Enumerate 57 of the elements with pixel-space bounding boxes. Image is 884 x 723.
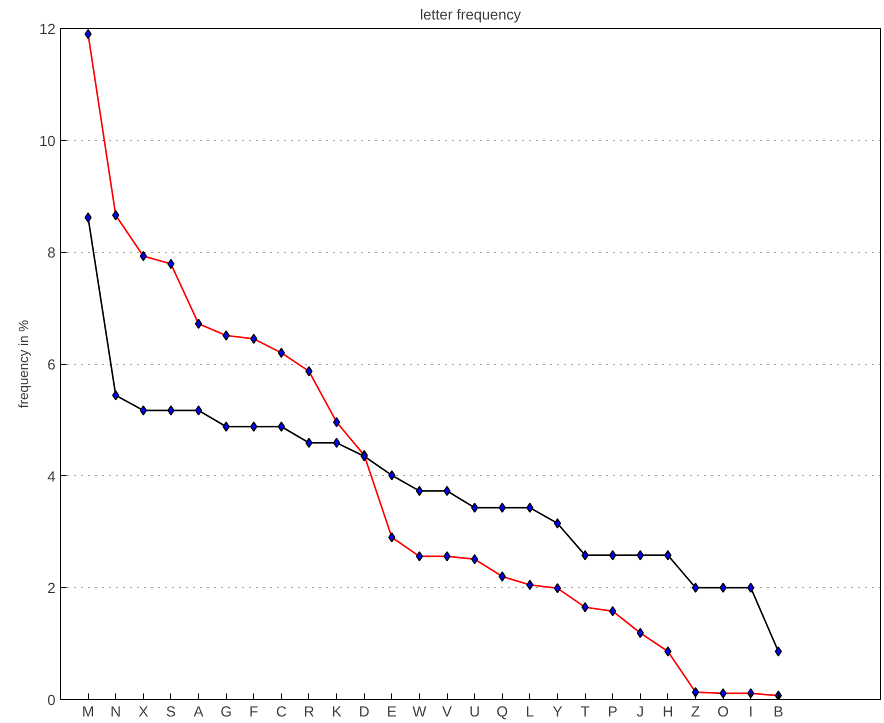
point — [167, 405, 175, 416]
point — [416, 486, 424, 496]
x-tick-label: A — [194, 704, 204, 720]
point — [581, 550, 589, 560]
point — [250, 422, 258, 432]
x-tick-label: P — [608, 704, 618, 720]
point — [526, 502, 534, 513]
y-tick-label: 12 — [39, 22, 56, 38]
x-tick-label: L — [526, 704, 534, 720]
point — [471, 502, 478, 513]
point — [332, 438, 340, 448]
x-tick-label: U — [469, 704, 480, 720]
y-tick-label: 10 — [39, 134, 56, 150]
point — [194, 405, 202, 416]
point — [636, 550, 644, 560]
y-tick-label: 0 — [47, 693, 56, 709]
point — [554, 518, 562, 528]
x-tick-label: H — [662, 704, 674, 720]
y-axis-title: frequency in % — [16, 320, 32, 408]
x-tick-label: T — [580, 704, 590, 720]
x-tick-label: N — [110, 704, 122, 720]
x-tick-label: B — [773, 704, 784, 720]
point — [609, 550, 616, 560]
x-tick-label: Z — [691, 704, 700, 720]
y-tick-label: 6 — [47, 358, 56, 374]
point — [278, 422, 285, 432]
x-tick-label: S — [166, 704, 176, 720]
x-tick-label: J — [636, 704, 644, 720]
point — [305, 438, 313, 448]
x-tick-label: V — [442, 704, 452, 720]
point — [664, 550, 672, 560]
x-tick-label: D — [358, 704, 370, 720]
point — [222, 422, 230, 432]
x-tick-label: K — [332, 704, 342, 720]
x-tick-label: Y — [552, 704, 563, 720]
point — [498, 502, 506, 513]
chart-title: letter frequency — [420, 8, 522, 24]
point — [443, 486, 451, 496]
x-tick-label: X — [138, 704, 148, 720]
y-tick-label: 2 — [47, 581, 56, 598]
x-tick-label: W — [412, 704, 427, 720]
x-tick-label: Q — [496, 704, 508, 720]
x-tick-label: R — [304, 704, 314, 720]
point — [388, 470, 396, 480]
y-tick-label: 8 — [47, 246, 56, 262]
point — [747, 582, 754, 593]
point — [692, 582, 700, 593]
point — [112, 390, 120, 400]
x-tick-label: F — [249, 704, 258, 720]
x-tick-label: O — [717, 704, 729, 720]
x-tick-label: G — [220, 704, 232, 720]
y-tick-label: 4 — [47, 469, 56, 486]
point — [720, 582, 727, 593]
x-tick-label: I — [748, 704, 753, 720]
x-tick-label: C — [276, 704, 288, 720]
x-tick-label: E — [386, 704, 397, 720]
x-tick-label: M — [82, 704, 94, 720]
